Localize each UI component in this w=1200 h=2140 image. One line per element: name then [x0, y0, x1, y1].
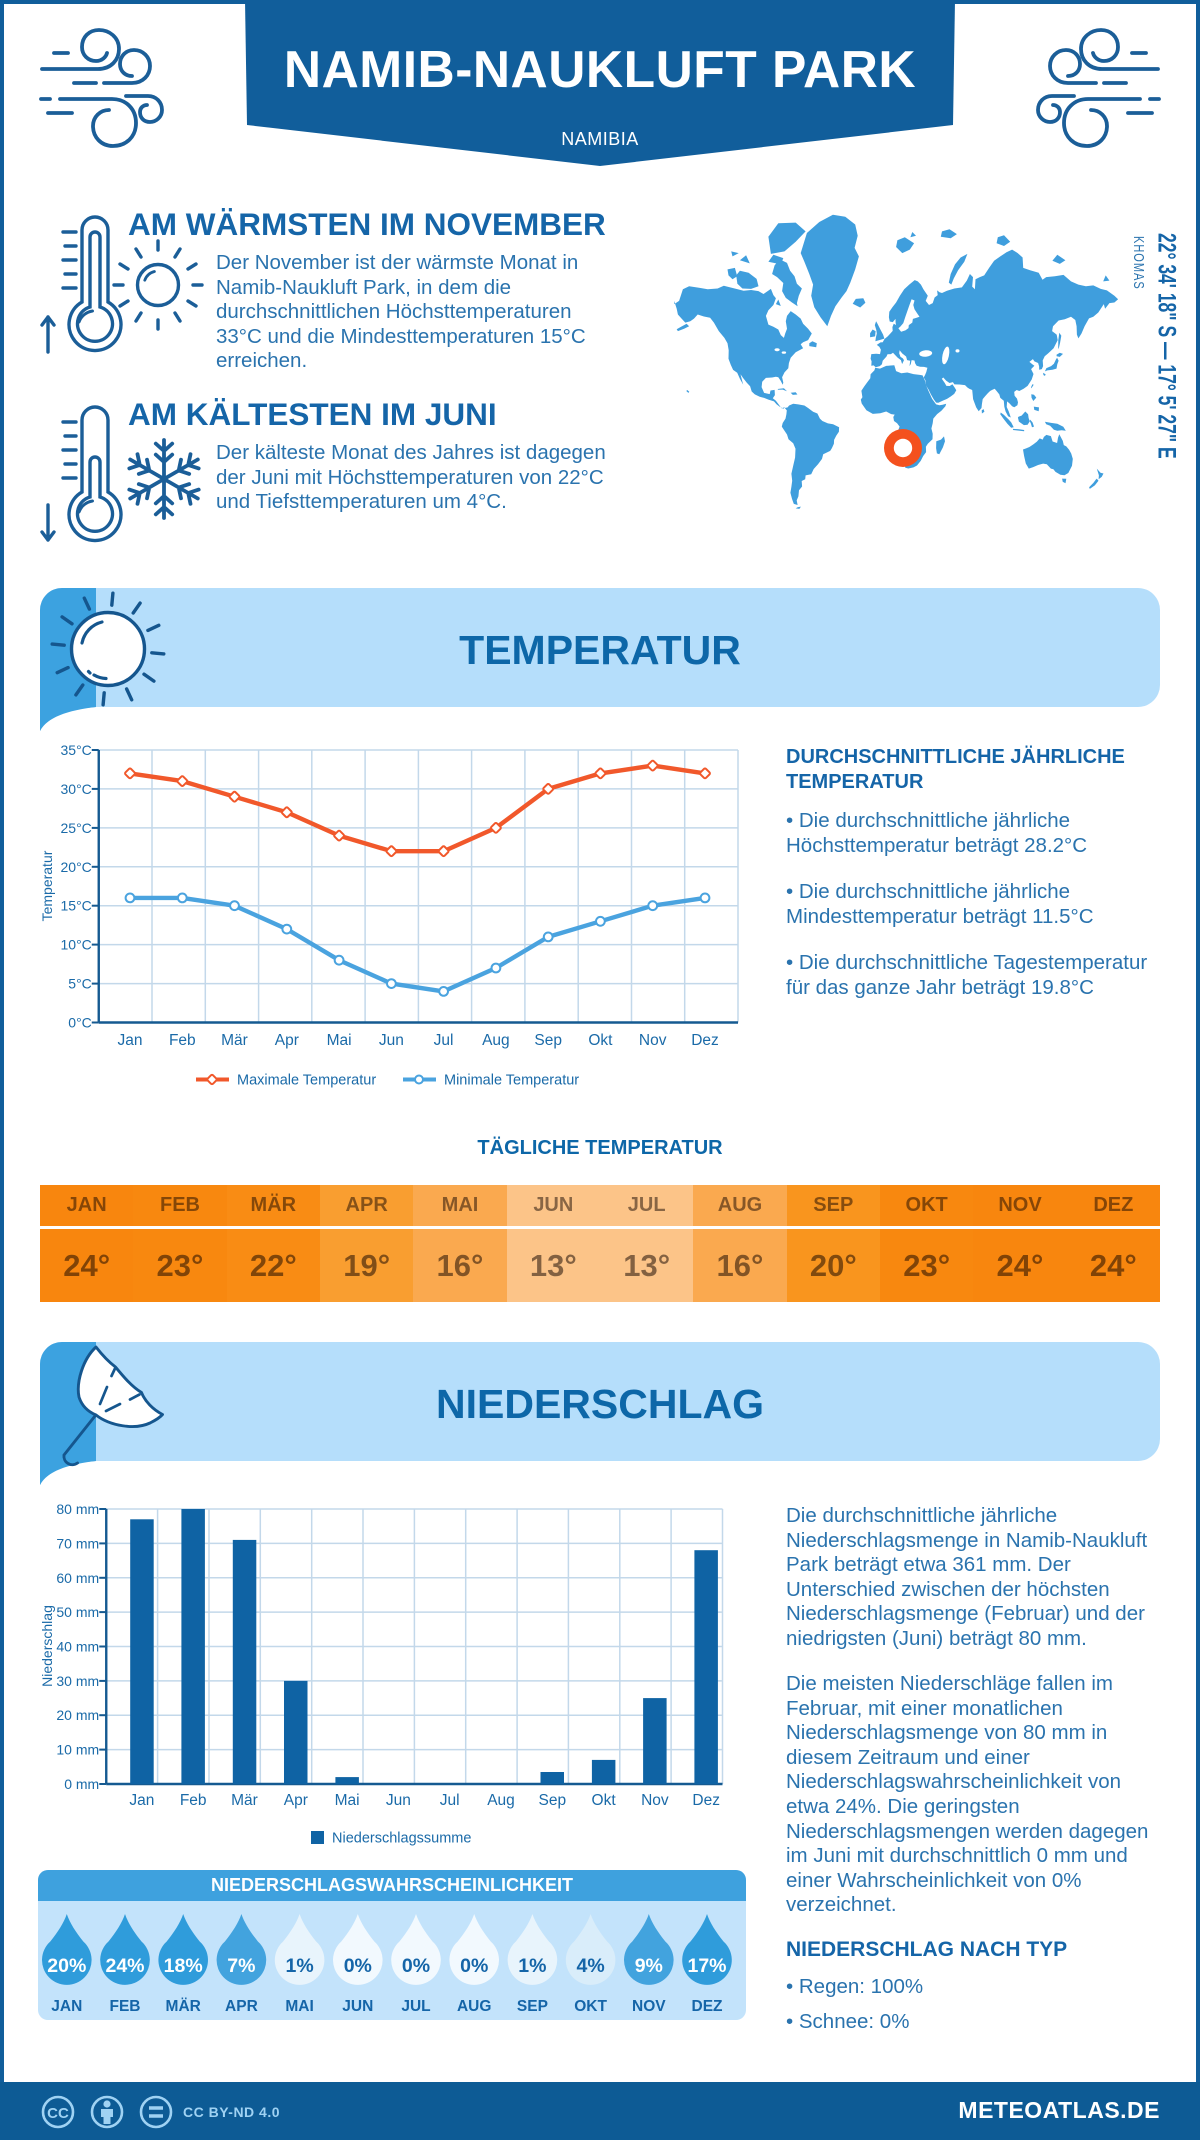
svg-text:Aug: Aug [487, 1792, 515, 1809]
svg-text:10 mm: 10 mm [56, 1742, 99, 1758]
svg-text:Jul: Jul [434, 1032, 454, 1049]
svg-text:Dez: Dez [691, 1032, 719, 1049]
svg-text:Okt: Okt [588, 1032, 613, 1049]
svg-text:Mär: Mär [221, 1032, 248, 1049]
svg-text:35°C: 35°C [61, 742, 92, 758]
svg-text:0°C: 0°C [68, 1015, 92, 1031]
svg-text:0 mm: 0 mm [64, 1776, 99, 1792]
svg-text:JUL: JUL [401, 1998, 430, 2015]
svg-text:4%: 4% [577, 1955, 605, 1977]
svg-text:20 mm: 20 mm [56, 1707, 99, 1723]
svg-text:Jan: Jan [129, 1792, 154, 1809]
svg-text:7%: 7% [227, 1955, 255, 1977]
svg-text:80 mm: 80 mm [56, 1501, 99, 1517]
svg-text:Apr: Apr [284, 1792, 308, 1809]
svg-text:0%: 0% [402, 1955, 430, 1977]
svg-text:1%: 1% [518, 1955, 546, 1977]
svg-text:JAN: JAN [51, 1998, 82, 2015]
svg-text:5°C: 5°C [68, 976, 92, 992]
svg-text:30°C: 30°C [61, 781, 92, 797]
svg-text:Jun: Jun [386, 1792, 411, 1809]
svg-text:Feb: Feb [169, 1032, 196, 1049]
svg-text:24%: 24% [105, 1955, 144, 1977]
svg-text:18%: 18% [164, 1955, 203, 1977]
svg-text:Jun: Jun [379, 1032, 404, 1049]
svg-text:JUN: JUN [342, 1998, 373, 2015]
svg-text:Jul: Jul [440, 1792, 460, 1809]
svg-text:Aug: Aug [482, 1032, 510, 1049]
svg-text:Sep: Sep [539, 1792, 567, 1809]
svg-text:AUG: AUG [457, 1998, 491, 2015]
svg-text:Niederschlagssumme: Niederschlagssumme [332, 1831, 471, 1847]
svg-text:Dez: Dez [692, 1792, 720, 1809]
svg-text:MÄR: MÄR [166, 1998, 201, 2015]
svg-text:Mai: Mai [335, 1792, 360, 1809]
svg-text:Feb: Feb [180, 1792, 207, 1809]
svg-text:Okt: Okt [592, 1792, 617, 1809]
svg-text:APR: APR [225, 1998, 258, 2015]
svg-text:70 mm: 70 mm [56, 1535, 99, 1551]
svg-text:OKT: OKT [574, 1998, 607, 2015]
svg-text:Niederschlag: Niederschlag [40, 1605, 55, 1687]
svg-text:Nov: Nov [641, 1792, 669, 1809]
svg-text:17%: 17% [687, 1955, 726, 1977]
svg-text:MAI: MAI [285, 1998, 313, 2015]
svg-text:0%: 0% [344, 1955, 372, 1977]
svg-text:40 mm: 40 mm [56, 1639, 99, 1655]
svg-text:Mai: Mai [327, 1032, 352, 1049]
svg-text:25°C: 25°C [61, 820, 92, 836]
svg-text:15°C: 15°C [61, 898, 92, 914]
svg-text:DEZ: DEZ [692, 1998, 724, 2015]
svg-text:0%: 0% [460, 1955, 488, 1977]
svg-text:Maximale Temperatur: Maximale Temperatur [237, 1073, 376, 1089]
svg-text:9%: 9% [635, 1955, 663, 1977]
svg-text:Nov: Nov [639, 1032, 667, 1049]
svg-text:30 mm: 30 mm [56, 1673, 99, 1689]
svg-text:SEP: SEP [517, 1998, 548, 2015]
svg-text:60 mm: 60 mm [56, 1570, 99, 1586]
svg-text:Sep: Sep [534, 1032, 562, 1049]
svg-text:10°C: 10°C [61, 937, 92, 953]
svg-text:20°C: 20°C [61, 859, 92, 875]
svg-text:50 mm: 50 mm [56, 1604, 99, 1620]
svg-text:Temperatur: Temperatur [40, 850, 55, 921]
svg-text:CC: CC [47, 2105, 69, 2122]
svg-text:1%: 1% [286, 1955, 314, 1977]
svg-text:20%: 20% [47, 1955, 86, 1977]
svg-text:Minimale Temperatur: Minimale Temperatur [444, 1073, 579, 1089]
svg-text:Mär: Mär [231, 1792, 258, 1809]
svg-text:Jan: Jan [118, 1032, 143, 1049]
svg-text:Apr: Apr [275, 1032, 299, 1049]
svg-text:FEB: FEB [110, 1998, 141, 2015]
svg-text:NOV: NOV [632, 1998, 666, 2015]
